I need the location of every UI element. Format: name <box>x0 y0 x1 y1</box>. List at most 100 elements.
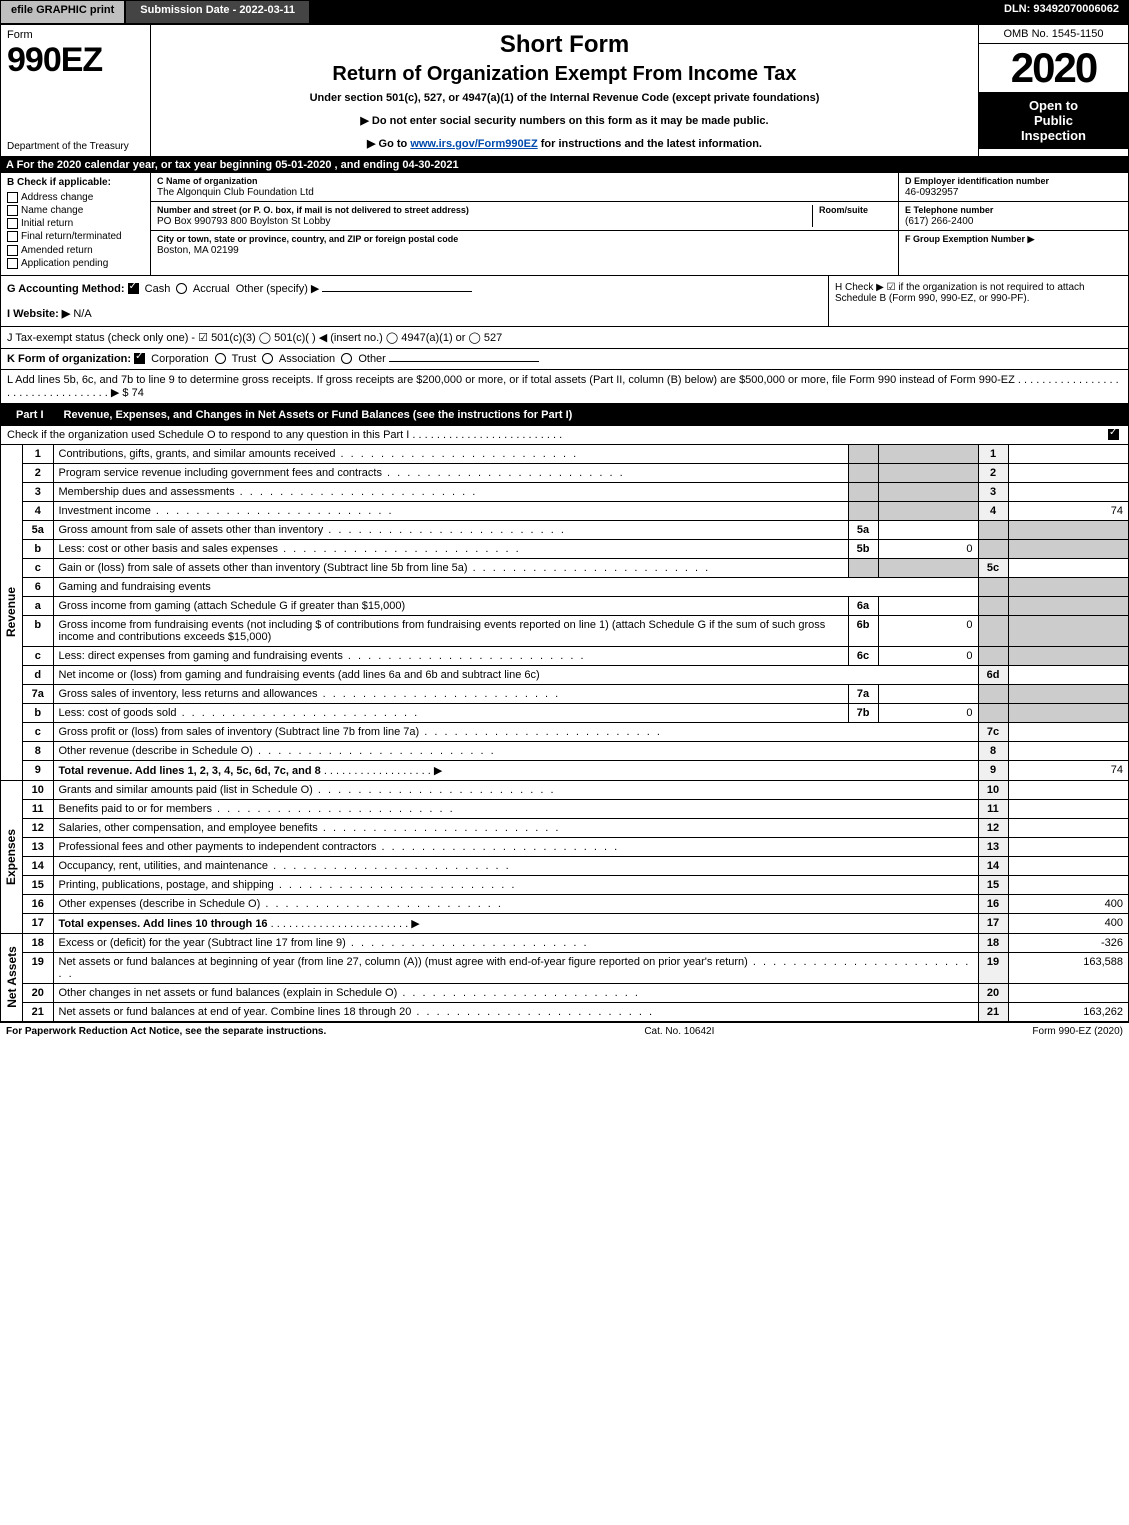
tax-year: 2020 <box>979 44 1128 92</box>
chk-address-change[interactable]: Address change <box>7 192 144 203</box>
irs-link[interactable]: www.irs.gov/Form990EZ <box>410 138 537 150</box>
line-16: 16Other expenses (describe in Schedule O… <box>23 894 1128 913</box>
ein-label: D Employer identification number <box>905 176 1049 186</box>
chk-app-pending-box[interactable] <box>7 258 18 269</box>
line-6d: dNet income or (loss) from gaming and fu… <box>23 665 1128 684</box>
group-exemption-cell: F Group Exemption Number ▶ <box>899 231 1128 248</box>
chk-schedule-o-used[interactable] <box>1108 429 1119 440</box>
city-label: City or town, state or province, country… <box>157 234 458 244</box>
line-15: 15Printing, publications, postage, and s… <box>23 875 1128 894</box>
form-of-org-label: K Form of organization: <box>7 353 131 365</box>
line-6c: cLess: direct expenses from gaming and f… <box>23 646 1128 665</box>
inspection-label: Open to Public Inspection <box>979 92 1128 149</box>
line-3: 3Membership dues and assessments3 <box>23 482 1128 501</box>
lbl-cash: Cash <box>145 283 171 295</box>
city-value: Boston, MA 02199 <box>157 245 239 256</box>
lbl-trust: Trust <box>232 353 257 365</box>
chk-other-org[interactable] <box>341 353 352 364</box>
line-5a: 5aGross amount from sale of assets other… <box>23 520 1128 539</box>
col-c: C Name of organization The Algonquin Clu… <box>151 173 898 275</box>
form-word: Form <box>7 29 144 41</box>
chk-address-change-box[interactable] <box>7 192 18 203</box>
line-2: 2Program service revenue including gover… <box>23 463 1128 482</box>
row-gh: G Accounting Method: Cash Accrual Other … <box>0 276 1129 327</box>
note-ssn: ▶ Do not enter social security numbers o… <box>157 114 972 127</box>
part-i-check-row: Check if the organization used Schedule … <box>0 426 1129 445</box>
street-value: PO Box 990793 800 Boylston St Lobby <box>157 216 330 227</box>
netassets-sidelabel: Net Assets <box>1 934 23 1021</box>
line-8: 8Other revenue (describe in Schedule O)8 <box>23 741 1128 760</box>
line-14: 14Occupancy, rent, utilities, and mainte… <box>23 856 1128 875</box>
line-13: 13Professional fees and other payments t… <box>23 837 1128 856</box>
line-5c: cGain or (loss) from sale of assets othe… <box>23 558 1128 577</box>
part-i-check-text: Check if the organization used Schedule … <box>7 429 1108 441</box>
form-id-block: Form 990EZ Department of the Treasury <box>1 25 151 156</box>
row-k: K Form of organization: Corporation Trus… <box>0 349 1129 370</box>
block-bcd: B Check if applicable: Address change Na… <box>0 173 1129 276</box>
chk-app-pending[interactable]: Application pending <box>7 258 144 269</box>
chk-trust[interactable] <box>215 353 226 364</box>
title-return: Return of Organization Exempt From Incom… <box>157 63 972 86</box>
lbl-other-method: Other (specify) ▶ <box>236 283 320 295</box>
chk-name-change-box[interactable] <box>7 205 18 216</box>
line-17: 17Total expenses. Add lines 10 through 1… <box>23 913 1128 933</box>
row-j: J Tax-exempt status (check only one) - ☑… <box>0 327 1129 349</box>
omb-number: OMB No. 1545-1150 <box>979 25 1128 44</box>
other-org-input[interactable] <box>389 361 539 362</box>
line-6b: bGross income from fundraising events (n… <box>23 615 1128 646</box>
lbl-association: Association <box>279 353 335 365</box>
chk-association[interactable] <box>262 353 273 364</box>
line-18: 18Excess or (deficit) for the year (Subt… <box>23 934 1128 953</box>
line-21: 21Net assets or fund balances at end of … <box>23 1002 1128 1021</box>
form-title-block: Short Form Return of Organization Exempt… <box>151 25 978 156</box>
other-method-input[interactable] <box>322 291 472 292</box>
chk-corporation[interactable] <box>134 353 145 364</box>
chk-final-return[interactable]: Final return/terminated <box>7 231 144 242</box>
chk-final-return-box[interactable] <box>7 231 18 242</box>
chk-name-change[interactable]: Name change <box>7 205 144 216</box>
line-5b: bLess: cost or other basis and sales exp… <box>23 539 1128 558</box>
footer-right: Form 990-EZ (2020) <box>1032 1026 1123 1037</box>
line-20: 20Other changes in net assets or fund ba… <box>23 983 1128 1002</box>
note-goto: ▶ Go to www.irs.gov/Form990EZ for instru… <box>157 137 972 150</box>
chk-amended-return[interactable]: Amended return <box>7 245 144 256</box>
ein-value: 46-0932957 <box>905 187 958 198</box>
revenue-section: Revenue 1Contributions, gifts, grants, a… <box>0 445 1129 781</box>
chk-accrual[interactable] <box>176 283 187 294</box>
line-12: 12Salaries, other compensation, and empl… <box>23 818 1128 837</box>
dln-number: DLN: 93492070006062 <box>994 0 1129 24</box>
line-7a: 7aGross sales of inventory, less returns… <box>23 684 1128 703</box>
org-name-cell: C Name of organization The Algonquin Clu… <box>151 173 898 202</box>
topbar-spacer <box>310 0 994 24</box>
row-a-tax-year: A For the 2020 calendar year, or tax yea… <box>0 157 1129 173</box>
footer-left: For Paperwork Reduction Act Notice, see … <box>6 1026 326 1037</box>
chk-amended-return-box[interactable] <box>7 245 18 256</box>
chk-initial-return[interactable]: Initial return <box>7 218 144 229</box>
revenue-table: 1Contributions, gifts, grants, and simil… <box>23 445 1128 780</box>
form-number: 990EZ <box>7 41 144 80</box>
note-goto-prefix: ▶ Go to <box>367 138 410 150</box>
chk-cash[interactable] <box>128 283 139 294</box>
insp-l3: Inspection <box>1021 128 1086 143</box>
line-19: 19Net assets or fund balances at beginni… <box>23 952 1128 983</box>
lbl-corporation: Corporation <box>151 353 208 365</box>
chk-initial-return-box[interactable] <box>7 218 18 229</box>
row-l: L Add lines 5b, 6c, and 7b to line 9 to … <box>0 370 1129 404</box>
line-9: 9Total revenue. Add lines 1, 2, 3, 4, 5c… <box>23 760 1128 780</box>
lbl-accrual: Accrual <box>193 283 230 295</box>
tel-label: E Telephone number <box>905 205 993 215</box>
lbl-other-org: Other <box>358 353 386 365</box>
expenses-section: Expenses 10Grants and similar amounts pa… <box>0 781 1129 934</box>
line-1: 1Contributions, gifts, grants, and simil… <box>23 445 1128 464</box>
line-7c: cGross profit or (loss) from sales of in… <box>23 722 1128 741</box>
expenses-sidelabel: Expenses <box>1 781 23 933</box>
col-d: D Employer identification number 46-0932… <box>898 173 1128 275</box>
group-exemption-label: F Group Exemption Number ▶ <box>905 234 1034 244</box>
org-name-label: C Name of organization <box>157 176 258 186</box>
website-label: I Website: ▶ <box>7 308 70 320</box>
efile-print-button[interactable]: efile GRAPHIC print <box>0 0 125 24</box>
footer-center: Cat. No. 10642I <box>326 1026 1032 1037</box>
city-cell: City or town, state or province, country… <box>151 231 898 259</box>
line-4: 4Investment income474 <box>23 501 1128 520</box>
row-h: H Check ▶ ☑ if the organization is not r… <box>828 276 1128 326</box>
